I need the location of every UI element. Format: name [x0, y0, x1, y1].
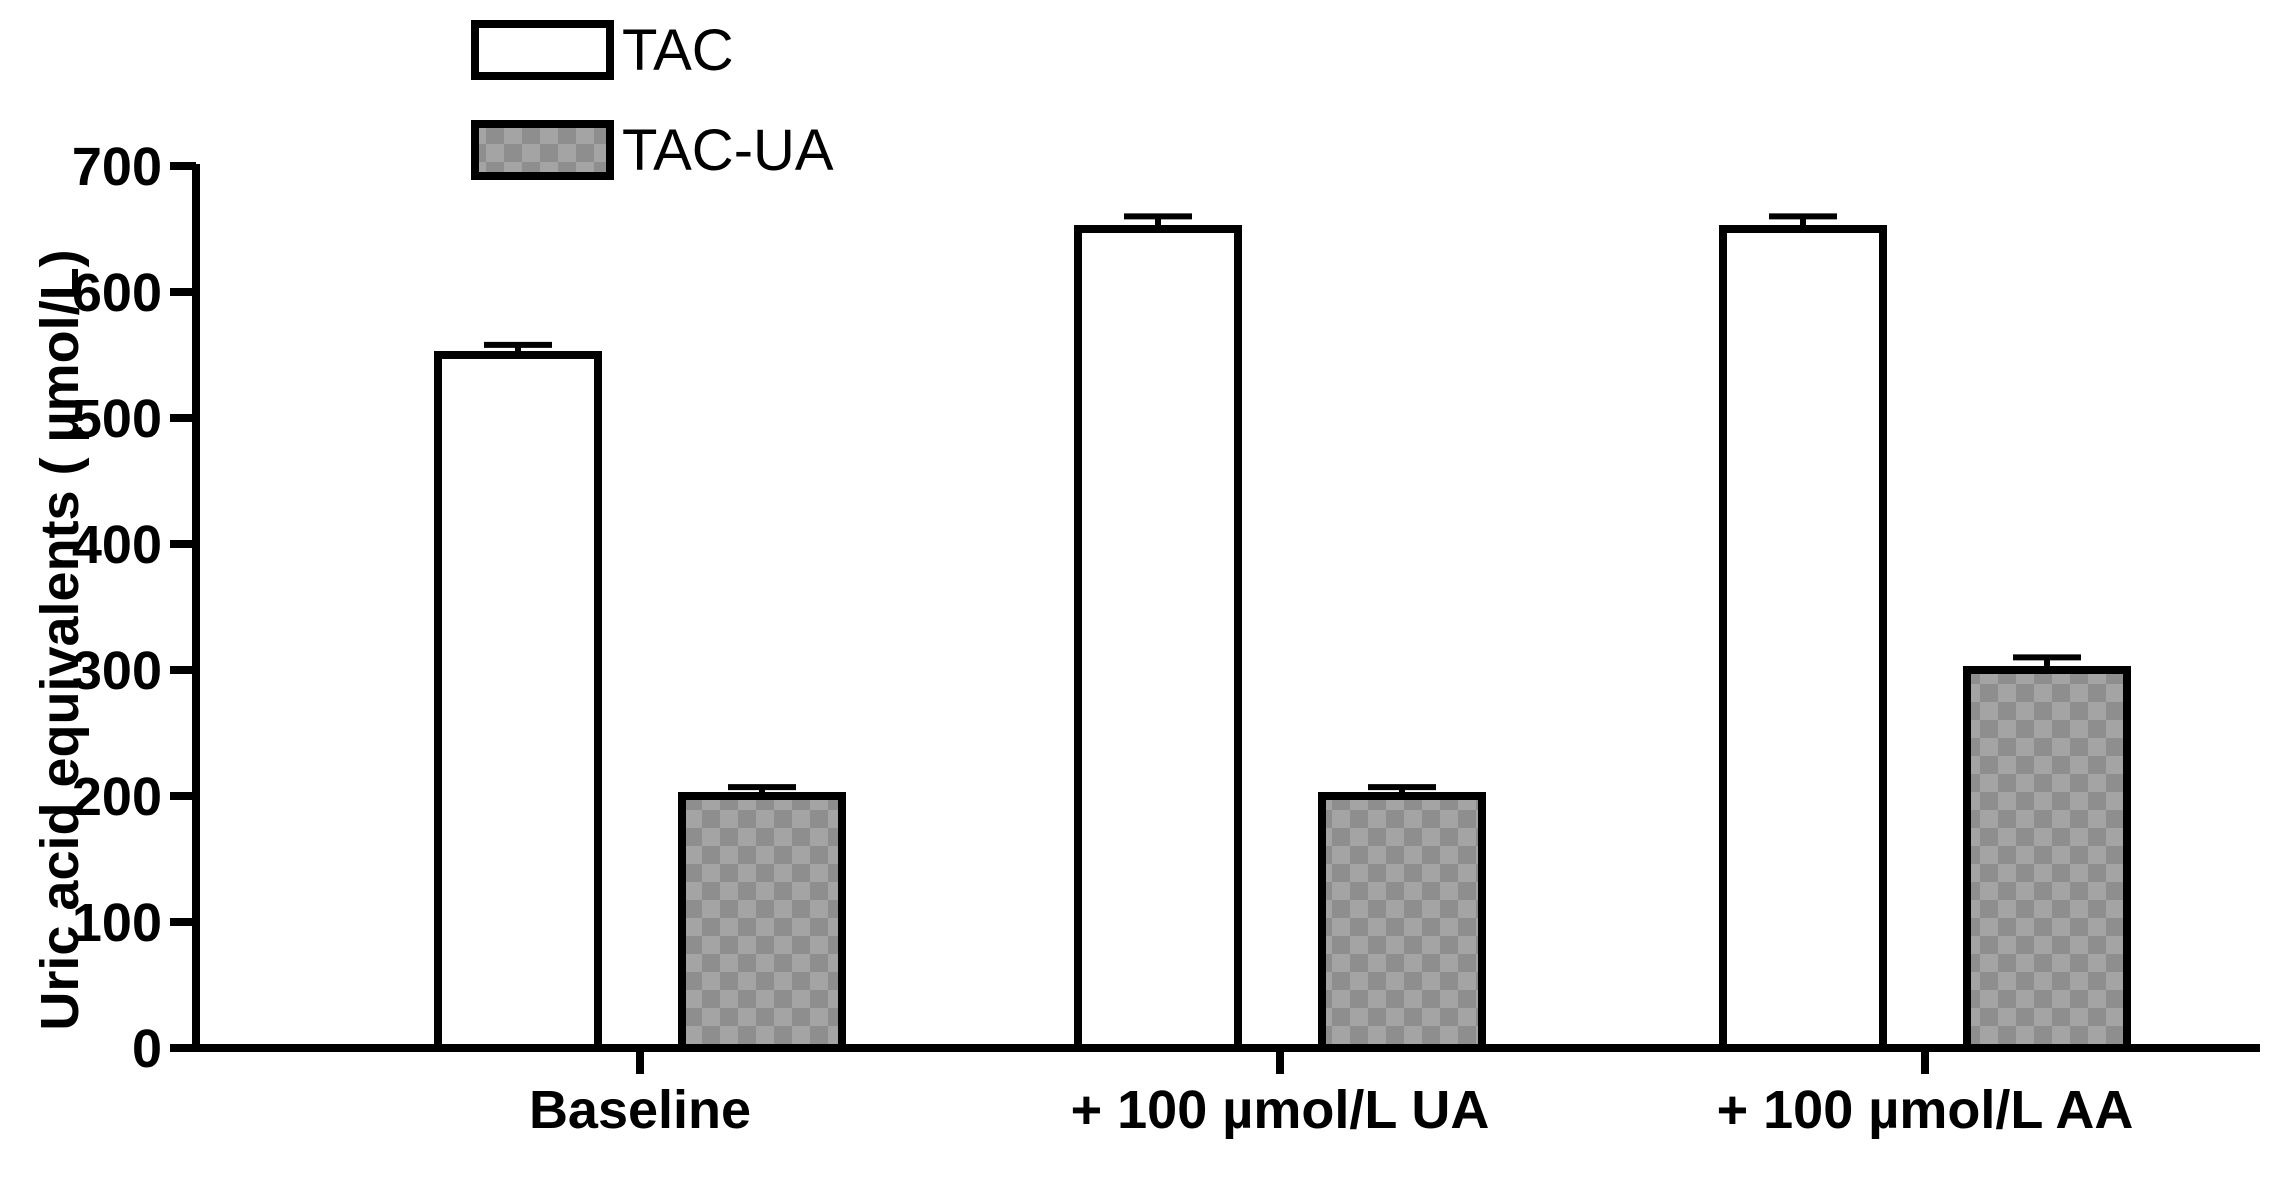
bars — [434, 213, 2131, 1052]
x-tick-label: Baseline — [529, 1080, 751, 1140]
y-tick-label: 400 — [72, 515, 162, 575]
bar-tac-ua — [678, 792, 846, 1052]
legend-label: TAC-UA — [622, 118, 834, 183]
y-tick-label: 100 — [72, 893, 162, 953]
bar-tac-ua — [1318, 792, 1486, 1052]
x-axis: Baseline + 100 µmol/L UA + 100 µmol/L AA — [192, 1044, 2260, 1140]
y-tick-label: 700 — [72, 137, 162, 197]
bar-tac — [1719, 225, 1887, 1052]
x-tick-label: + 100 µmol/L UA — [1071, 1080, 1490, 1140]
bar-tac — [434, 351, 602, 1052]
bar-tac — [1074, 225, 1242, 1052]
y-tick-label: 500 — [72, 389, 162, 449]
legend-swatch — [471, 20, 614, 80]
y-axis: 0 100 200 300 400 500 600 700 — [72, 137, 200, 1079]
legend-swatch — [471, 120, 614, 180]
y-tick-label: 300 — [72, 641, 162, 701]
x-tick-label: + 100 µmol/L AA — [1717, 1080, 2134, 1140]
bar-tac-ua — [1963, 666, 2131, 1052]
legend-label: TAC — [622, 18, 734, 83]
y-tick-label: 600 — [72, 263, 162, 323]
y-tick-label: 0 — [132, 1019, 162, 1079]
y-axis-label: Uric acid equivalents ( µmol/L) — [30, 249, 90, 1030]
y-tick-label: 200 — [72, 767, 162, 827]
legend: TAC TAC-UA — [471, 18, 834, 183]
